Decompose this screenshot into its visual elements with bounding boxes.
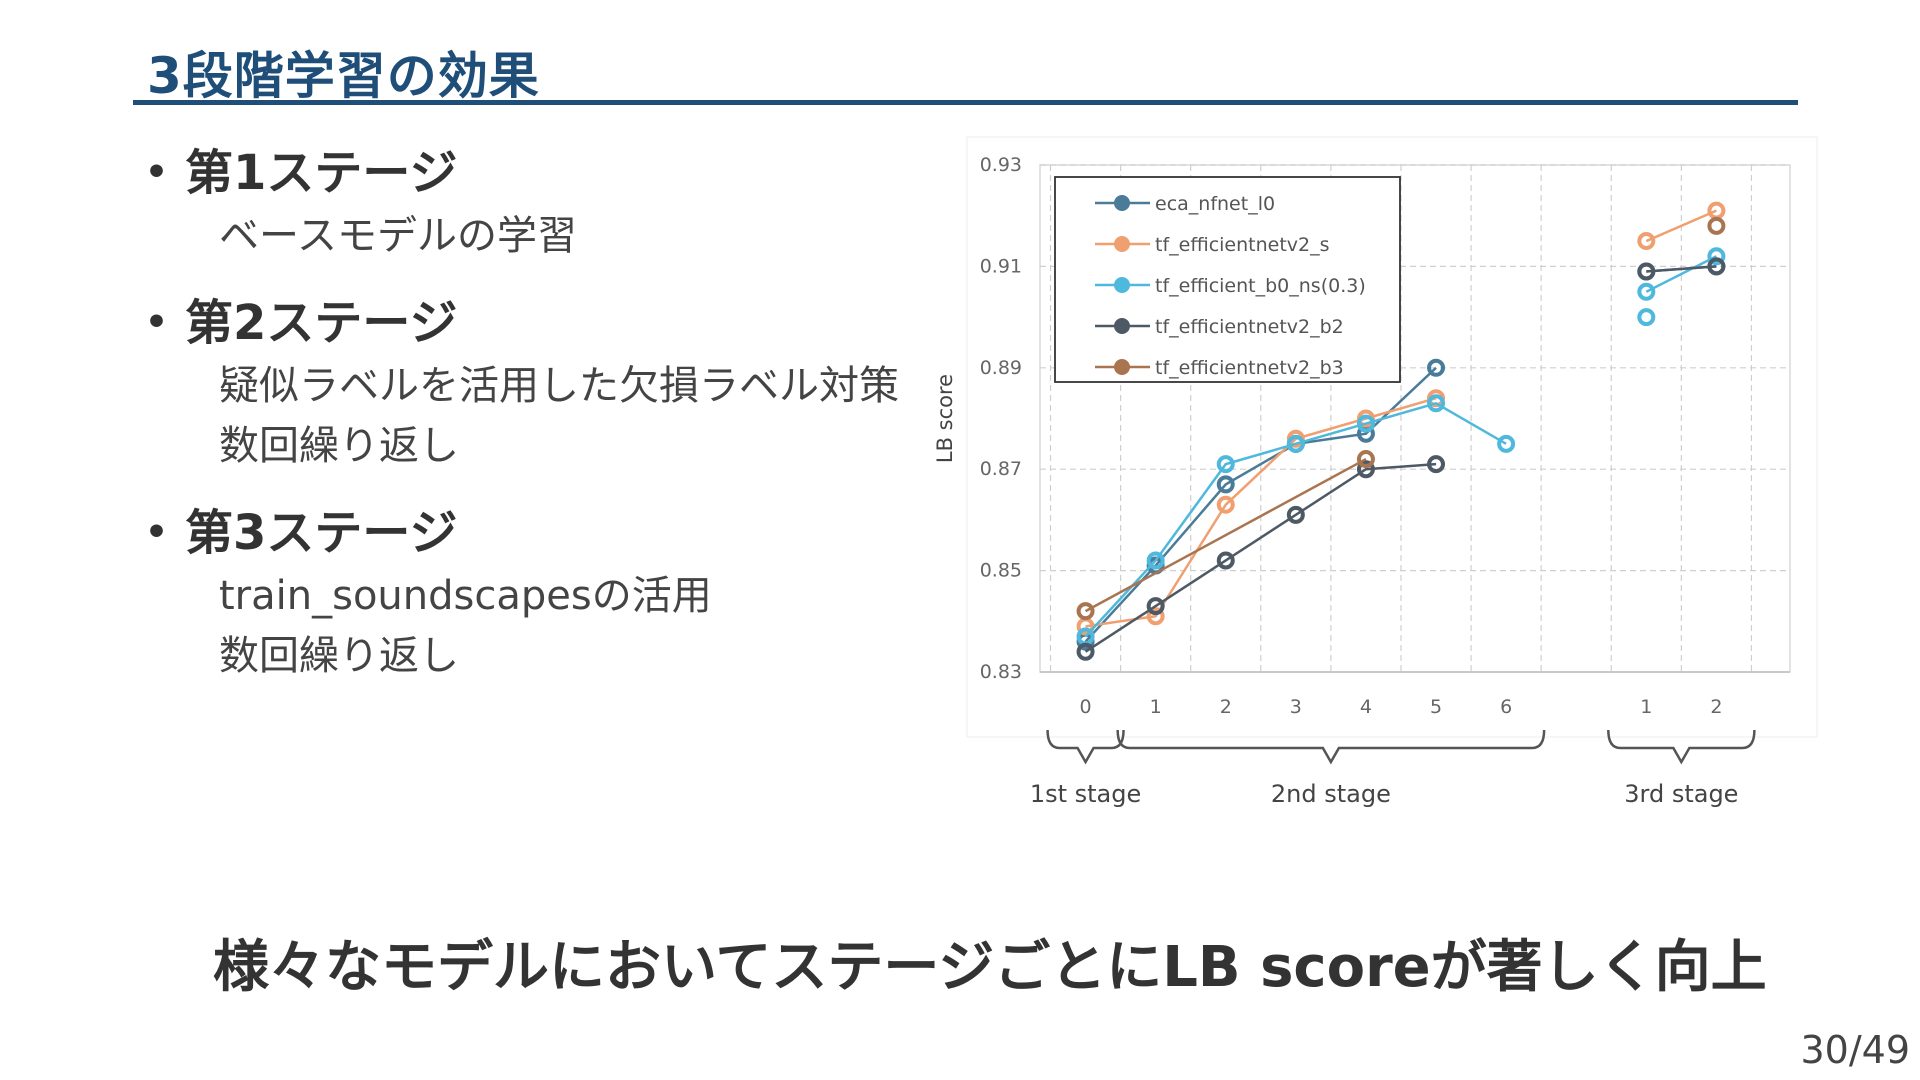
legend-swatch-marker bbox=[1114, 236, 1130, 252]
data-point-0 bbox=[1216, 475, 1235, 494]
legend-entry: tf_efficientnetv2_b2 bbox=[1155, 316, 1344, 338]
data-point-2 bbox=[1637, 308, 1656, 327]
data-point-3 bbox=[1076, 642, 1095, 661]
data-point-1 bbox=[1146, 607, 1165, 626]
bullet-label: 第1ステージ bbox=[185, 145, 458, 201]
legend-entry: tf_efficientnetv2_s bbox=[1155, 234, 1330, 256]
bullet-dot: • bbox=[145, 152, 169, 193]
legend-entry: eca_nfnet_l0 bbox=[1155, 193, 1275, 215]
legend-swatch-marker bbox=[1114, 277, 1130, 293]
data-point-3 bbox=[1216, 551, 1235, 570]
bullet-label: 第2ステージ bbox=[185, 295, 458, 351]
x-tick-label: 5 bbox=[1430, 696, 1442, 718]
series-line-3 bbox=[1646, 265, 1717, 273]
data-point-2 bbox=[1707, 247, 1726, 266]
data-point-2 bbox=[1216, 455, 1235, 474]
data-point-3 bbox=[1286, 505, 1305, 524]
data-point-2 bbox=[1356, 414, 1375, 433]
series-line-2 bbox=[1084, 401, 1507, 638]
data-point-1 bbox=[1637, 232, 1656, 251]
series-line-2 bbox=[1645, 255, 1717, 293]
conclusion-text: 様々なモデルにおいてステージごとにLB scoreが著しく向上 bbox=[213, 935, 1767, 1000]
series-line-3 bbox=[1084, 462, 1437, 653]
bullet-sub-text: 数回繰り返し bbox=[219, 423, 459, 469]
stage-bracket bbox=[1046, 729, 1125, 765]
y-axis-label: LB score bbox=[933, 374, 957, 463]
data-point-4 bbox=[1356, 450, 1375, 469]
x-tick-label: 1 bbox=[1150, 696, 1162, 718]
stage-label: 2nd stage bbox=[1271, 780, 1391, 808]
bullet-label: 第3ステージ bbox=[185, 505, 458, 561]
y-tick-label: 0.83 bbox=[980, 661, 1022, 683]
bullet-sub-text: train_soundscapesの活用 bbox=[219, 573, 712, 619]
x-tick-label: 6 bbox=[1500, 696, 1512, 718]
legend-swatch-marker bbox=[1114, 359, 1130, 375]
data-point-2 bbox=[1497, 434, 1516, 453]
x-tick-label: 4 bbox=[1360, 696, 1372, 718]
series-line-1 bbox=[1645, 209, 1717, 243]
x-tick-label: 2 bbox=[1710, 696, 1722, 718]
bullet-dot: • bbox=[145, 512, 169, 553]
y-tick-label: 0.89 bbox=[980, 357, 1022, 379]
stage-label: 1st stage bbox=[1030, 780, 1141, 808]
data-point-1 bbox=[1216, 495, 1235, 514]
data-point-4 bbox=[1707, 216, 1726, 235]
data-point-3 bbox=[1707, 257, 1726, 276]
data-point-2 bbox=[1427, 394, 1446, 413]
data-point-3 bbox=[1427, 455, 1446, 474]
data-point-3 bbox=[1637, 262, 1656, 281]
bullet-sub-text: ベースモデルの学習 bbox=[219, 213, 577, 259]
bullet-stage-2: • 第2ステージ bbox=[145, 290, 915, 356]
slide-title: 3段階学習の効果 bbox=[147, 47, 540, 105]
bullet-sub-text: 疑似ラベルを活用した欠損ラベル対策 bbox=[219, 363, 899, 409]
bullet-stage-1: • 第1ステージ bbox=[145, 140, 915, 206]
legend-entry: tf_efficient_b0_ns(0.3) bbox=[1155, 275, 1366, 297]
data-point-2 bbox=[1146, 551, 1165, 570]
page-number: 30/49 bbox=[1800, 1028, 1910, 1072]
data-point-0 bbox=[1427, 358, 1446, 377]
y-tick-label: 0.93 bbox=[980, 154, 1022, 176]
bullet-dot: • bbox=[145, 302, 169, 343]
lb-score-chart: 0.83 0.85 0.87 0.89 0.91 0.93 0 1 2 3 4 5 6 1 2 LB scor… bbox=[933, 136, 1818, 808]
stage-label: 3rd stage bbox=[1624, 780, 1738, 808]
bullet-stage-3: • 第3ステージ bbox=[145, 500, 915, 566]
y-tick-label: 0.85 bbox=[980, 560, 1022, 582]
data-point-3 bbox=[1356, 460, 1375, 479]
data-point-4 bbox=[1076, 602, 1095, 621]
chart-container: 0.83 0.85 0.87 0.89 0.91 0.93 0 1 2 3 4 5 6 1 2 LB scor… bbox=[930, 135, 1860, 835]
stage-bracket bbox=[1607, 729, 1756, 765]
y-tick-label: 0.87 bbox=[980, 458, 1022, 480]
bullet-list: • 第1ステージ ベースモデルの学習 • 第2ステージ 疑似ラベルを活用した欠損ラベ… bbox=[145, 140, 915, 686]
x-tick-label: 0 bbox=[1080, 696, 1092, 718]
x-tick-label: 2 bbox=[1220, 696, 1232, 718]
legend-entry: tf_efficientnetv2_b3 bbox=[1155, 357, 1344, 379]
legend-box bbox=[1054, 176, 1401, 383]
title-underline bbox=[133, 100, 1798, 105]
x-tick-label: 3 bbox=[1290, 696, 1302, 718]
stage-bracket bbox=[1116, 729, 1546, 765]
y-tick-label: 0.91 bbox=[980, 255, 1022, 277]
legend-swatch-marker bbox=[1114, 195, 1130, 211]
legend-swatch-marker bbox=[1114, 318, 1130, 334]
x-tick-label: 1 bbox=[1640, 696, 1652, 718]
data-point-2 bbox=[1286, 434, 1305, 453]
series-line-1 bbox=[1085, 397, 1437, 628]
data-point-2 bbox=[1637, 282, 1656, 301]
data-point-3 bbox=[1146, 597, 1165, 616]
series-line-4 bbox=[1084, 457, 1367, 613]
bullet-sub-text: 数回繰り返し bbox=[219, 633, 459, 679]
